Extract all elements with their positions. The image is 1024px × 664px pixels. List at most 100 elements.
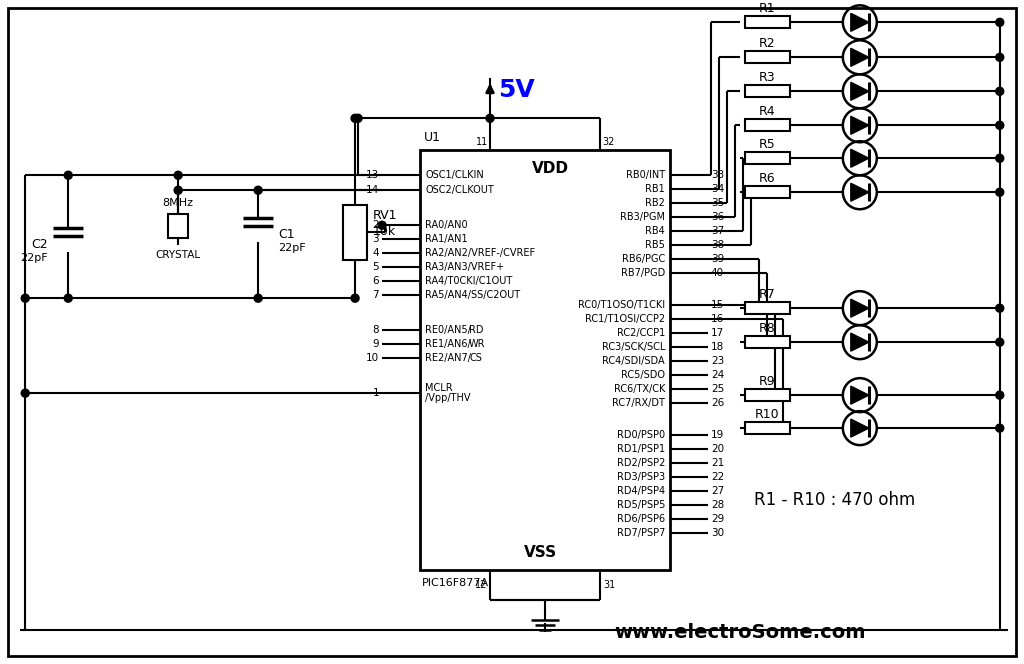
Text: C1: C1 — [279, 228, 295, 241]
Text: RB0/INT: RB0/INT — [626, 170, 665, 180]
Text: WR: WR — [469, 339, 485, 349]
Bar — [744, 389, 790, 401]
Circle shape — [65, 294, 73, 302]
Bar — [744, 422, 790, 434]
Circle shape — [995, 188, 1004, 197]
Polygon shape — [851, 82, 868, 100]
Circle shape — [351, 114, 359, 122]
Text: R3: R3 — [759, 71, 775, 84]
Polygon shape — [851, 48, 868, 66]
Text: 10k: 10k — [373, 224, 396, 238]
Circle shape — [995, 19, 1004, 27]
Bar — [744, 152, 790, 164]
Polygon shape — [851, 13, 868, 31]
Bar — [168, 214, 188, 238]
Circle shape — [995, 391, 1004, 399]
Text: 24: 24 — [711, 370, 724, 380]
Polygon shape — [851, 299, 868, 317]
Text: 17: 17 — [711, 328, 724, 338]
Text: 5V: 5V — [498, 78, 535, 102]
Text: 27: 27 — [711, 486, 724, 496]
Polygon shape — [851, 116, 868, 134]
Text: R10: R10 — [755, 408, 779, 420]
Text: RE2/AN7/: RE2/AN7/ — [425, 353, 471, 363]
Text: PIC16F877A: PIC16F877A — [422, 578, 489, 588]
Text: RD1/PSP1: RD1/PSP1 — [616, 444, 665, 454]
Text: 8: 8 — [373, 325, 379, 335]
Bar — [744, 336, 790, 348]
Text: RB5: RB5 — [645, 240, 665, 250]
Circle shape — [995, 424, 1004, 432]
Text: RD7/PSP7: RD7/PSP7 — [616, 528, 665, 538]
Text: 19: 19 — [711, 430, 724, 440]
Text: 9: 9 — [373, 339, 379, 349]
Text: R7: R7 — [759, 288, 775, 301]
Text: RA5/AN4/SS/C2OUT: RA5/AN4/SS/C2OUT — [425, 290, 520, 300]
Circle shape — [378, 221, 386, 229]
Text: RB3/PGM: RB3/PGM — [620, 212, 665, 222]
Text: /Vpp/THV: /Vpp/THV — [425, 393, 471, 403]
Bar — [744, 302, 790, 314]
Text: 6: 6 — [373, 276, 379, 286]
Text: 21: 21 — [711, 458, 724, 468]
Text: RA1/AN1: RA1/AN1 — [425, 234, 468, 244]
Text: 16: 16 — [711, 314, 724, 324]
Bar — [744, 17, 790, 29]
Text: R2: R2 — [759, 37, 775, 50]
Polygon shape — [851, 386, 868, 404]
Text: RD6/PSP6: RD6/PSP6 — [616, 514, 665, 524]
Text: 12: 12 — [475, 580, 487, 590]
Text: 20: 20 — [711, 444, 724, 454]
Text: R4: R4 — [759, 105, 775, 118]
Circle shape — [486, 114, 494, 122]
Text: 10: 10 — [366, 353, 379, 363]
Text: MCLR: MCLR — [425, 383, 453, 393]
Text: 15: 15 — [711, 300, 724, 310]
Text: R6: R6 — [759, 172, 775, 185]
Text: RE1/AN6/: RE1/AN6/ — [425, 339, 471, 349]
Text: R5: R5 — [759, 137, 775, 151]
Circle shape — [22, 389, 30, 397]
Text: 39: 39 — [711, 254, 724, 264]
Text: 29: 29 — [711, 514, 724, 524]
Text: RD4/PSP4: RD4/PSP4 — [616, 486, 665, 496]
Circle shape — [995, 154, 1004, 162]
Text: RD: RD — [469, 325, 483, 335]
Text: RC7/RX/DT: RC7/RX/DT — [612, 398, 665, 408]
Text: 40: 40 — [711, 268, 724, 278]
Bar — [744, 51, 790, 63]
Text: 37: 37 — [711, 226, 724, 236]
Text: www.electroSome.com: www.electroSome.com — [614, 623, 865, 641]
Text: 22pF: 22pF — [279, 243, 306, 253]
Circle shape — [22, 294, 30, 302]
Circle shape — [995, 338, 1004, 346]
Text: RB4: RB4 — [645, 226, 665, 236]
Polygon shape — [851, 419, 868, 437]
Text: RC2/CCP1: RC2/CCP1 — [616, 328, 665, 338]
Text: 33: 33 — [711, 170, 724, 180]
Text: 11: 11 — [476, 137, 488, 147]
Text: 36: 36 — [711, 212, 724, 222]
Circle shape — [354, 114, 362, 122]
Text: 14: 14 — [366, 185, 379, 195]
Circle shape — [174, 186, 182, 195]
Bar — [343, 205, 367, 260]
Text: 1: 1 — [373, 388, 379, 398]
Circle shape — [995, 87, 1004, 96]
Text: R8: R8 — [759, 321, 775, 335]
Text: 3: 3 — [373, 234, 379, 244]
Text: 38: 38 — [711, 240, 724, 250]
Circle shape — [65, 171, 73, 179]
Text: R1 - R10 : 470 ohm: R1 - R10 : 470 ohm — [755, 491, 915, 509]
Text: 2: 2 — [373, 220, 379, 230]
Text: RD2/PSP2: RD2/PSP2 — [616, 458, 665, 468]
Text: RA0/AN0: RA0/AN0 — [425, 220, 468, 230]
Text: 7: 7 — [373, 290, 379, 300]
Text: 13: 13 — [366, 170, 379, 180]
Text: RC6/TX/CK: RC6/TX/CK — [613, 384, 665, 394]
Polygon shape — [851, 149, 868, 167]
Circle shape — [254, 186, 262, 195]
Bar — [744, 85, 790, 98]
Bar — [744, 120, 790, 131]
Text: OSC1/CLKIN: OSC1/CLKIN — [425, 170, 483, 180]
